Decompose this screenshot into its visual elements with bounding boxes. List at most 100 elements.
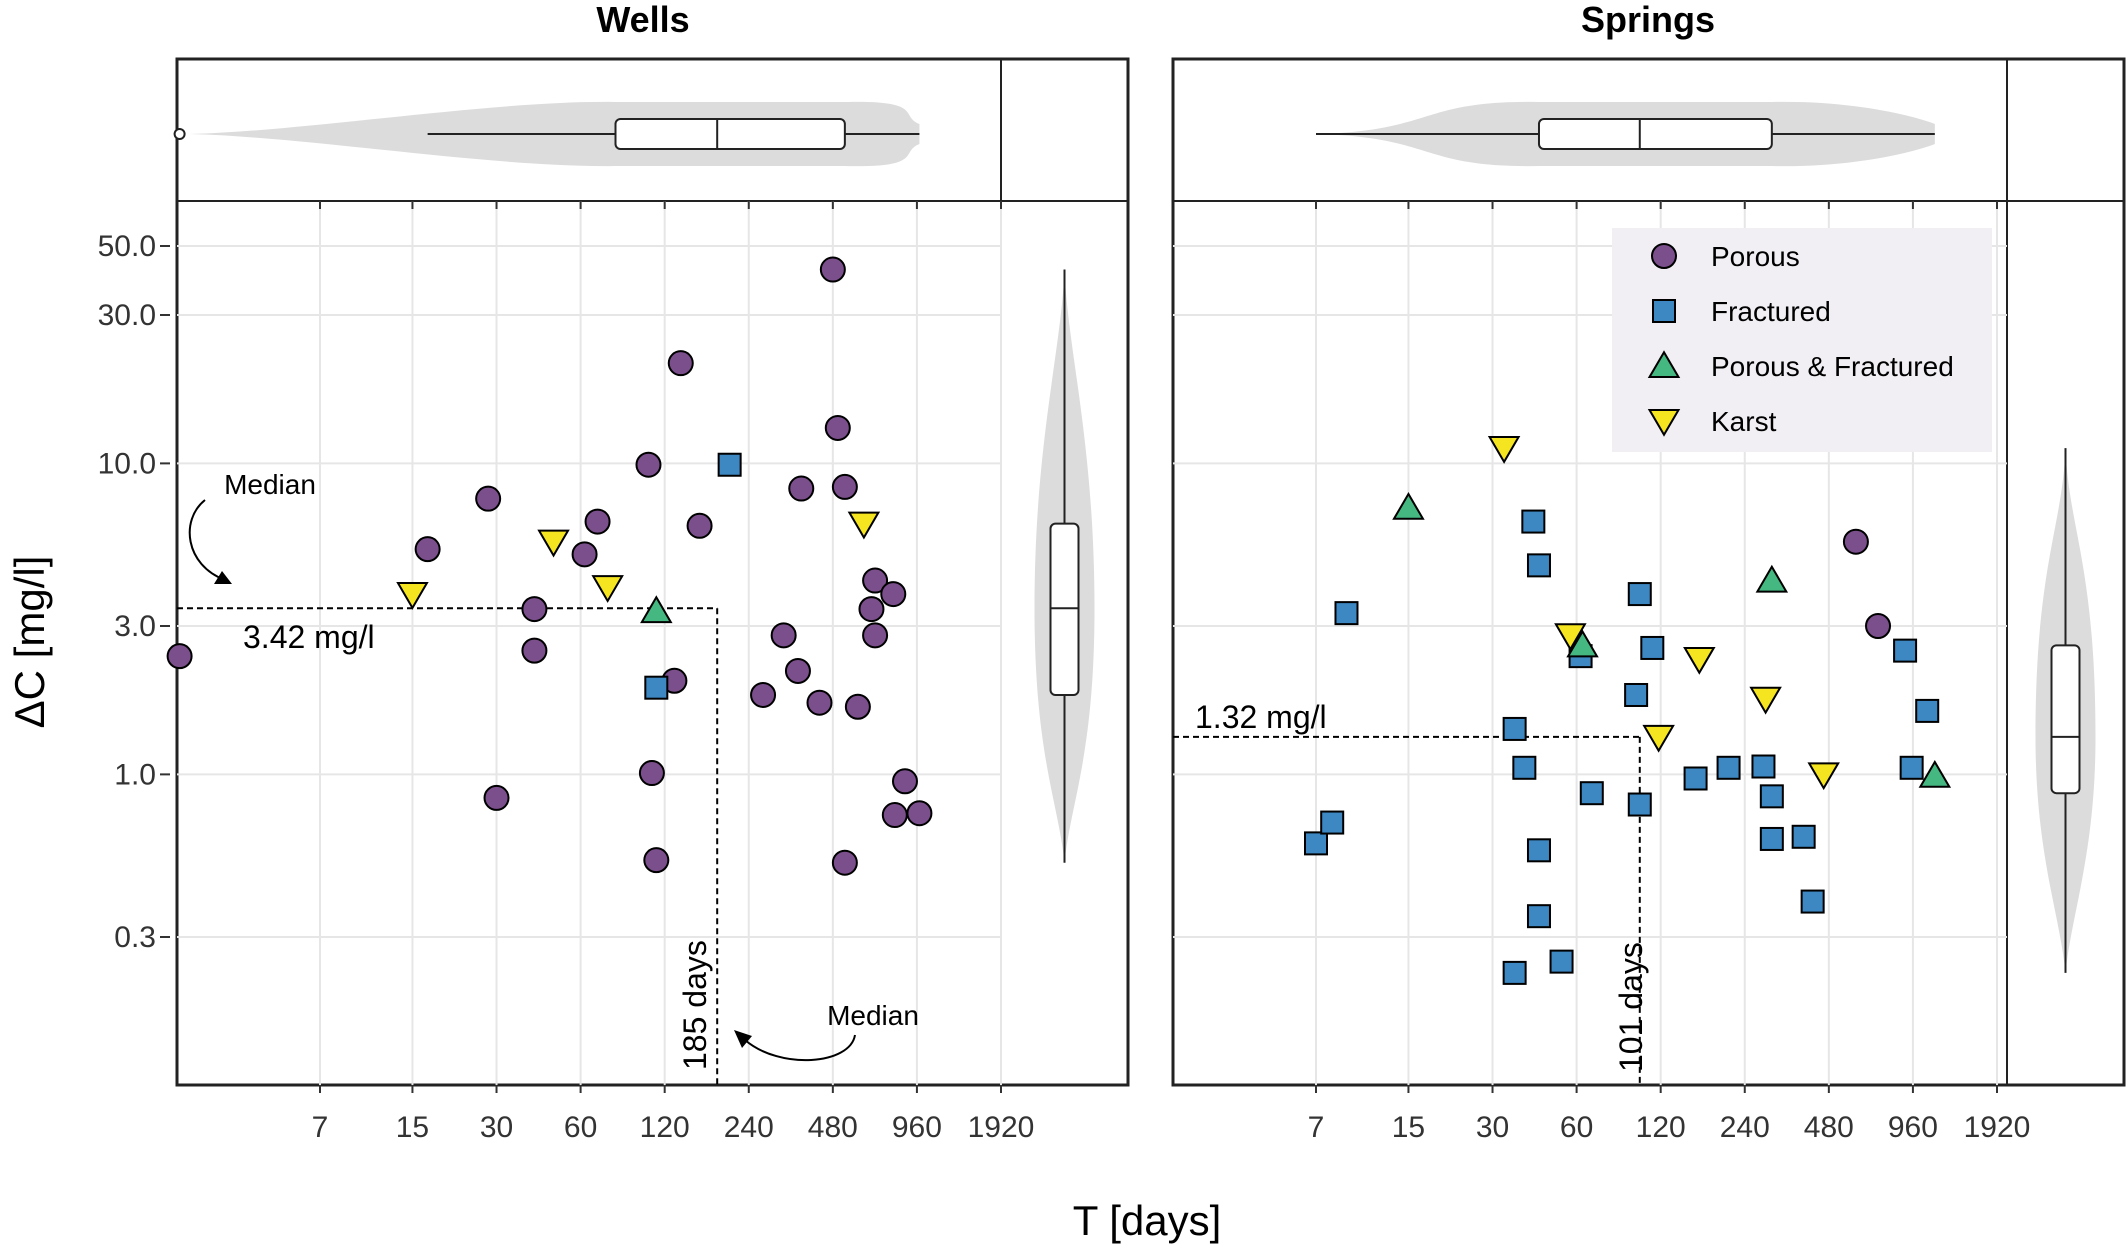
legend-marker-porous-fractured xyxy=(1647,350,1681,379)
x-tick-label: 1920 xyxy=(1964,1111,2031,1144)
wells-median-arrowhead-x xyxy=(734,1030,752,1048)
legend-label: Porous xyxy=(1711,241,1800,272)
springs-y-marginal-violin xyxy=(2035,448,2096,973)
wells-grid xyxy=(177,201,1002,1093)
wells-median-annotation-x: Median xyxy=(827,1000,919,1031)
x-tick-labels: 7 15 30 60 120 240 480 960 1920 7 15 30 60 120 240 480 9… xyxy=(312,1111,2031,1144)
x-tick-label: 480 xyxy=(808,1111,858,1144)
y-tick-labels: 0.3 1.0 3.0 10.0 30.0 50.0 xyxy=(98,230,170,954)
point-karst xyxy=(1807,762,1840,791)
point-fractured xyxy=(1716,755,1741,780)
point-porous-fractured xyxy=(640,595,673,624)
point-porous-fractured xyxy=(1392,491,1425,520)
x-tick-label: 960 xyxy=(892,1111,942,1144)
wells-median-x-label: 185 days xyxy=(677,940,713,1070)
x-tick-label: 240 xyxy=(724,1111,774,1144)
point-karst xyxy=(1642,724,1675,753)
point-fractured xyxy=(1512,755,1537,780)
point-fractured xyxy=(717,452,742,477)
springs-points xyxy=(1304,436,1952,985)
y-tick-label: 3.0 xyxy=(114,610,156,643)
point-porous xyxy=(571,541,598,568)
point-fractured xyxy=(644,675,669,700)
x-box xyxy=(1537,118,1773,150)
point-porous xyxy=(881,802,908,829)
legend-marker-porous xyxy=(1651,243,1677,269)
point-porous xyxy=(831,473,858,500)
springs-panel-frame xyxy=(1171,57,2126,1087)
point-porous xyxy=(819,256,846,283)
y-tick-label: 1.0 xyxy=(114,758,156,791)
springs-panel-title: Springs xyxy=(1581,0,1715,40)
springs-panel xyxy=(1171,57,2126,1093)
x-tick-label: 240 xyxy=(1720,1111,1770,1144)
point-porous xyxy=(643,847,670,874)
x-tick-label: 1920 xyxy=(968,1111,1035,1144)
point-porous xyxy=(806,689,833,716)
y-tick-label: 10.0 xyxy=(98,447,156,480)
wells-panel xyxy=(166,57,1130,1093)
springs-median-y-label: 1.32 mg/l xyxy=(1195,699,1327,735)
point-porous-fractured xyxy=(1755,564,1789,593)
point-porous xyxy=(686,512,713,539)
point-fractured xyxy=(1579,781,1604,806)
wells-x-marginal-violin xyxy=(173,101,920,167)
point-fractured xyxy=(1526,904,1551,929)
point-porous xyxy=(635,451,662,478)
wells-panel-frame xyxy=(175,57,1130,1087)
point-porous xyxy=(1842,528,1869,555)
point-porous xyxy=(584,508,611,535)
y-box xyxy=(2050,644,2081,795)
point-fractured xyxy=(1334,601,1359,626)
legend-marker-fractured xyxy=(1652,299,1676,323)
point-porous-fractured xyxy=(1918,759,1952,788)
point-fractured xyxy=(1893,638,1918,663)
point-fractured xyxy=(1640,635,1665,660)
y-tick-label: 30.0 xyxy=(98,299,156,332)
point-karst xyxy=(847,511,881,540)
point-karst xyxy=(1683,646,1716,675)
point-fractured xyxy=(1751,754,1776,779)
point-porous xyxy=(1865,612,1892,639)
point-porous xyxy=(862,622,889,649)
point-porous xyxy=(638,760,665,787)
y-tick-label: 50.0 xyxy=(98,230,156,263)
point-porous xyxy=(483,784,510,811)
point-porous xyxy=(824,414,851,441)
x-tick-label: 60 xyxy=(1560,1111,1593,1144)
point-fractured xyxy=(1526,553,1551,578)
point-karst xyxy=(1487,436,1521,464)
point-porous-fractured xyxy=(1566,629,1599,658)
springs-x-marginal-violin xyxy=(1316,101,1935,167)
wells-median-arrowhead-y xyxy=(214,571,232,584)
x-tick-label: 30 xyxy=(480,1111,513,1144)
point-porous xyxy=(784,657,811,684)
wells-y-marginal-violin xyxy=(1034,269,1095,863)
legend-label: Porous & Fractured xyxy=(1711,351,1954,382)
point-fractured xyxy=(1627,582,1652,607)
point-porous xyxy=(788,475,815,502)
legend: Porous Fractured Porous & Fractured Karst xyxy=(1612,228,1992,452)
x-tick-label: 960 xyxy=(1888,1111,1938,1144)
point-karst xyxy=(1749,686,1782,715)
point-fractured xyxy=(1549,949,1574,974)
wells-median-annotation-y: Median xyxy=(224,469,316,500)
point-fractured xyxy=(1683,766,1708,791)
point-porous xyxy=(521,596,548,623)
y-box xyxy=(1049,522,1080,696)
springs-median-lines xyxy=(1173,735,1641,1085)
point-karst xyxy=(1554,623,1587,652)
x-tick-label: 60 xyxy=(564,1111,597,1144)
point-fractured xyxy=(1627,792,1652,817)
x-box xyxy=(614,118,846,150)
wells-median-arrow-y xyxy=(188,499,226,581)
point-porous xyxy=(770,622,797,649)
point-porous xyxy=(750,681,777,708)
x-tick-label: 120 xyxy=(1636,1111,1686,1144)
point-porous xyxy=(831,849,858,876)
point-fractured xyxy=(1624,682,1649,707)
point-porous xyxy=(166,643,193,670)
x-tick-label: 15 xyxy=(396,1111,429,1144)
legend-label: Karst xyxy=(1711,406,1777,437)
